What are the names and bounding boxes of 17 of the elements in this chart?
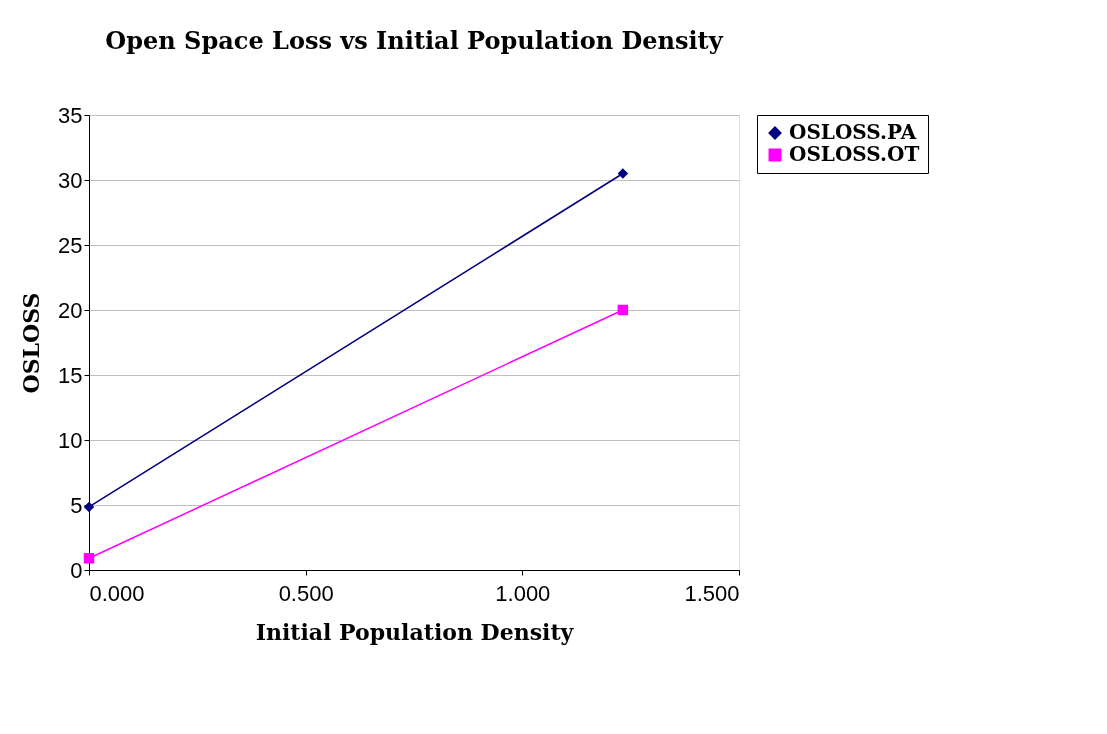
x-tick-label: 0.500 [278,580,334,606]
y-tick-label: 35 [58,102,83,128]
x-tick-label: 0.000 [89,580,145,606]
x-tick-label: 1.000 [495,580,551,606]
y-axis-title: OSLOSS [18,292,45,394]
x-axis-title: Initial Population Density [255,618,575,645]
chart-title: Open Space Loss vs Initial Population Density [105,26,724,55]
y-tick-label: 30 [58,167,83,193]
y-tick-label: 10 [58,427,83,453]
y-tick-label: 15 [58,362,83,388]
y-tick-label: 5 [70,492,83,518]
legend-label: OSLOSS.OT [789,142,920,166]
legend-label: OSLOSS.PA [789,120,917,144]
x-tick-label: 1.500 [684,580,740,606]
y-tick-label: 20 [58,297,83,323]
y-tick-label: 0 [70,557,83,583]
y-tick-label: 25 [58,232,83,258]
